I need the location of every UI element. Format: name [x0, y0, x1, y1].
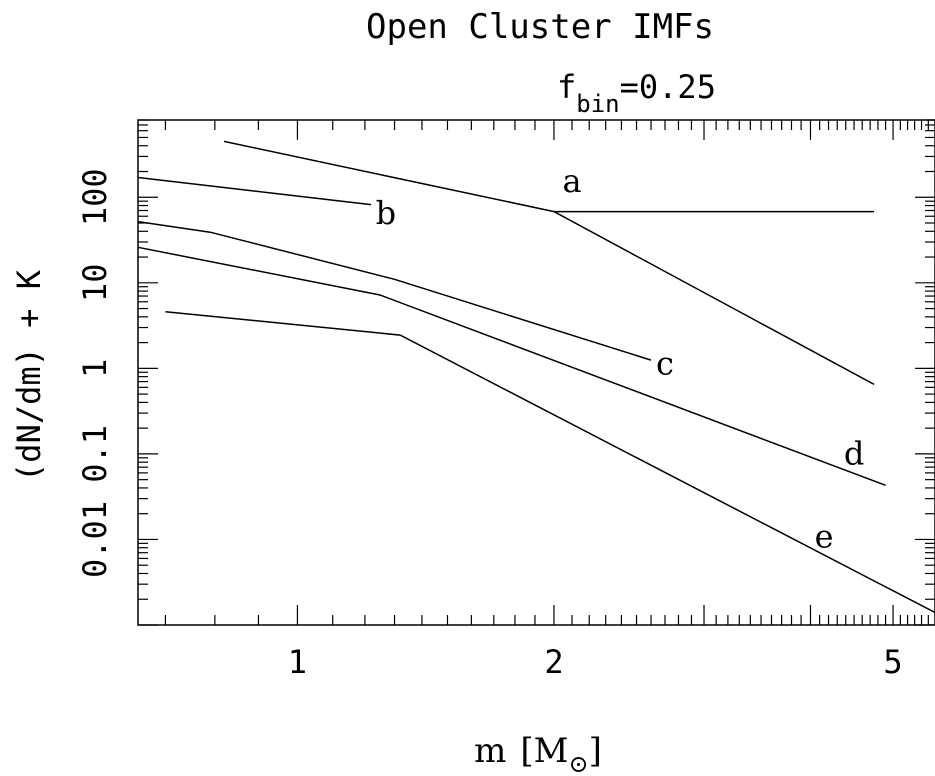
subtitle-rest: =0.25: [620, 68, 716, 106]
x-axis-label: m [M⊙]: [474, 731, 602, 776]
series-label-d: d: [844, 435, 864, 473]
x-axis-sun-symbol: ⊙: [568, 750, 588, 776]
series-label-c: c: [656, 344, 674, 382]
series-label-b: b: [376, 194, 396, 232]
x-axis-label-close: ]: [589, 731, 602, 771]
y-tick-label: 100: [76, 168, 114, 226]
subtitle-base: f: [557, 68, 576, 106]
series-line-b: [137, 176, 372, 206]
series-label-a: a: [562, 162, 581, 200]
series-line-d: [137, 246, 886, 487]
x-axis-label-base: m: [474, 731, 506, 771]
series-line-c: [137, 220, 652, 361]
series-line-a: [223, 140, 875, 386]
y-tick-label: 1: [76, 359, 114, 378]
subtitle-subscript: bin: [576, 90, 619, 118]
x-tick-label: 5: [883, 643, 902, 681]
chart-subtitle: fbin=0.25: [557, 68, 716, 118]
y-tick-label: 0.1: [76, 425, 114, 483]
y-axis-label: (dN/dm) + K: [10, 269, 48, 482]
plot-axes: 1 2 5 0.01 0.1 1 10 100: [76, 119, 935, 681]
series-line-e: [165, 310, 935, 614]
y-tick-label: 0.01: [76, 501, 114, 578]
x-tick-label: 1: [288, 643, 307, 681]
y-tick-label: 10: [76, 264, 114, 303]
plot-marks: a b c d e: [137, 140, 935, 614]
x-axis-label-open: [M: [520, 731, 568, 771]
chart-title: Open Cluster IMFs: [366, 7, 714, 47]
x-tick-label: 2: [544, 643, 563, 681]
series-label-e: e: [815, 518, 834, 556]
